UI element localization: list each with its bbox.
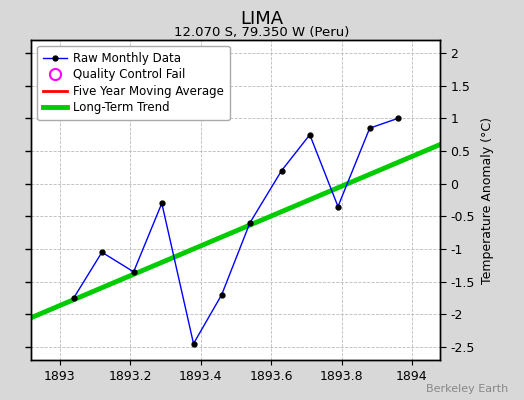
Raw Monthly Data — [335, 204, 341, 209]
Raw Monthly Data — [99, 250, 105, 255]
Raw Monthly Data — [367, 126, 373, 130]
Legend: Raw Monthly Data, Quality Control Fail, Five Year Moving Average, Long-Term Tren: Raw Monthly Data, Quality Control Fail, … — [37, 46, 230, 120]
Text: 12.070 S, 79.350 W (Peru): 12.070 S, 79.350 W (Peru) — [174, 26, 350, 39]
Raw Monthly Data — [190, 341, 196, 346]
Text: LIMA: LIMA — [241, 10, 283, 28]
Raw Monthly Data — [307, 132, 313, 137]
Raw Monthly Data — [130, 270, 137, 274]
Text: Berkeley Earth: Berkeley Earth — [426, 384, 508, 394]
Raw Monthly Data — [159, 201, 165, 206]
Line: Raw Monthly Data: Raw Monthly Data — [71, 116, 400, 346]
Raw Monthly Data — [278, 168, 285, 173]
Raw Monthly Data — [71, 296, 77, 300]
Raw Monthly Data — [247, 220, 253, 225]
Raw Monthly Data — [395, 116, 401, 121]
Y-axis label: Temperature Anomaly (°C): Temperature Anomaly (°C) — [481, 116, 494, 284]
Raw Monthly Data — [219, 292, 225, 297]
